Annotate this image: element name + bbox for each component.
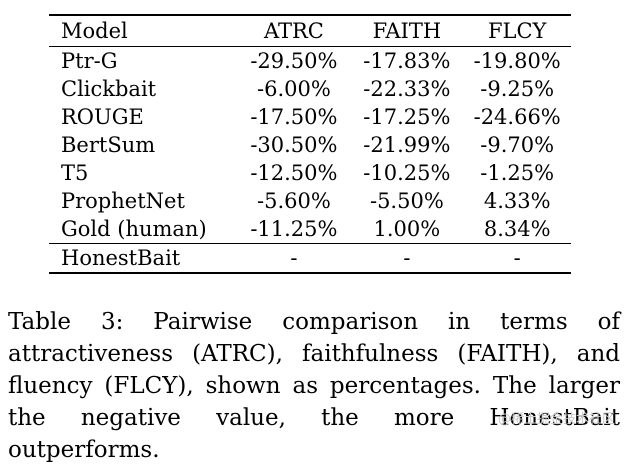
cell-model: ROUGE: [61, 105, 144, 129]
cell-faith: -5.50%: [369, 189, 444, 213]
cell-faith: -22.33%: [363, 77, 451, 101]
cell-faith: 1.00%: [373, 217, 441, 241]
cell-model: BertSum: [61, 133, 156, 157]
cell-flcy: -: [513, 246, 521, 270]
cell-flcy: -9.70%: [480, 133, 555, 157]
table-row-honestbait: HonestBait - - -: [49, 243, 571, 273]
table-row: ROUGE -17.50% -17.25% -24.66%: [49, 103, 571, 131]
header-flcy: FLCY: [487, 19, 547, 43]
cell-faith: -21.99%: [363, 133, 451, 157]
header-model: Model: [61, 19, 128, 43]
watermark: @稀土掘金技术社区: [497, 412, 615, 427]
cell-faith: -: [403, 246, 411, 270]
cell-atrc: -6.00%: [256, 77, 331, 101]
cell-atrc: -: [290, 246, 298, 270]
header-faith: FAITH: [372, 19, 442, 43]
cell-model: HonestBait: [61, 246, 181, 270]
cell-model: Clickbait: [61, 77, 157, 101]
cell-atrc: -11.25%: [250, 217, 338, 241]
cell-flcy: 4.33%: [483, 189, 551, 213]
cell-atrc: -5.60%: [256, 189, 331, 213]
table-row: T5 -12.50% -10.25% -1.25%: [49, 159, 571, 187]
table-row: BertSum -30.50% -21.99% -9.70%: [49, 131, 571, 159]
cell-atrc: -29.50%: [250, 49, 338, 73]
table-row: ProphetNet -5.60% -5.50% 4.33%: [49, 187, 571, 215]
cell-atrc: -17.50%: [250, 105, 338, 129]
cell-atrc: -12.50%: [250, 161, 338, 185]
comparison-table-container: Model ATRC FAITH FLCY Ptr-G -29.50% -17.…: [49, 14, 571, 274]
cell-model: ProphetNet: [61, 189, 185, 213]
table-row: Clickbait -6.00% -22.33% -9.25%: [49, 75, 571, 103]
cell-faith: -17.25%: [363, 105, 451, 129]
cell-flcy: -19.80%: [473, 49, 561, 73]
cell-faith: -10.25%: [363, 161, 451, 185]
cell-flcy: 8.34%: [483, 217, 551, 241]
cell-atrc: -30.50%: [250, 133, 338, 157]
cell-model: Ptr-G: [61, 49, 118, 73]
cell-faith: -17.83%: [363, 49, 451, 73]
header-atrc: ATRC: [263, 19, 324, 43]
comparison-table: Model ATRC FAITH FLCY Ptr-G -29.50% -17.…: [49, 14, 571, 274]
table-header-row: Model ATRC FAITH FLCY: [49, 15, 571, 47]
table-row: Ptr-G -29.50% -17.83% -19.80%: [49, 47, 571, 76]
table-row: Gold (human) -11.25% 1.00% 8.34%: [49, 215, 571, 244]
cell-model: Gold (human): [61, 217, 207, 241]
cell-model: T5: [61, 161, 89, 185]
cell-flcy: -1.25%: [480, 161, 555, 185]
cell-flcy: -24.66%: [473, 105, 561, 129]
cell-flcy: -9.25%: [480, 77, 555, 101]
table-caption: Table 3: Pairwise comparison in terms of…: [8, 309, 620, 463]
